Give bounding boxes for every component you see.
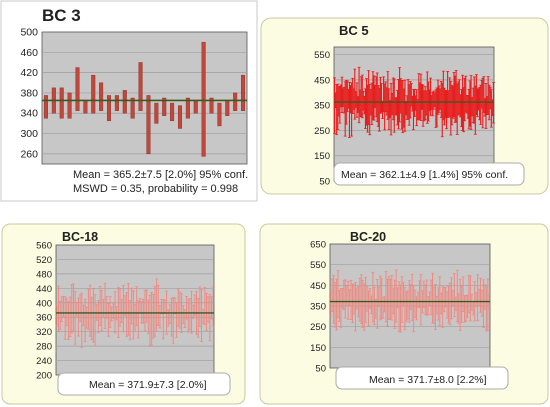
y-tick-label-bc20: 350	[310, 302, 326, 313]
error-bar-bc3	[225, 100, 230, 116]
y-tick-label-bc18: 560	[36, 241, 52, 252]
y-tick-label-bc3: 460	[20, 47, 38, 59]
error-bar-bc3	[43, 95, 48, 119]
error-bar-bc3	[154, 102, 159, 124]
y-tick-label-bc20: 450	[310, 281, 326, 292]
annotation-bc3-line-1: Mean = 365.2±7.5 [2.0%] 95% conf.	[73, 169, 248, 181]
error-bar-bc3	[217, 102, 222, 127]
y-tick-label-bc5: 150	[314, 151, 330, 162]
error-bar-bc3	[177, 105, 182, 129]
error-bar-bc3	[146, 95, 151, 155]
y-tick-label-bc3: 420	[20, 67, 38, 79]
panel-bc18: 560 520 480 440 400 360 320 280 240 200 BC-18 Mea…	[1, 223, 246, 405]
y-tick-label-bc18: 520	[36, 255, 52, 266]
y-tick-label-bc5: 50	[319, 177, 330, 188]
y-tick-label-bc18: 360	[36, 313, 52, 324]
bars-bc20	[329, 269, 491, 333]
annotation-bc3-line-2: MSWD = 0.35, probability = 0.998	[73, 183, 238, 195]
y-tick-label-bc20: 150	[310, 343, 326, 354]
y-tick-label-bc20: 650	[310, 240, 326, 251]
annotation-bc20-line-1: Mean = 371.7±8.0 [2.2%]	[369, 374, 487, 386]
error-bar-bc3	[107, 95, 112, 122]
error-bar-bc3	[99, 82, 104, 111]
panel-bc3: 500 460 420 380 340 300 260 BC 3 Mean = 365.2±…	[0, 0, 258, 202]
y-tick-label-bc18: 440	[36, 284, 52, 295]
y-tick-label-bc18: 320	[36, 327, 52, 338]
y-tick-label-bc5: 350	[314, 101, 330, 112]
panel-bc20: 650 550 450 350 250 150 50 BC-20 Mean = 371.7±…	[259, 223, 549, 405]
y-tick-label-bc5: 450	[314, 75, 330, 86]
y-tick-label-bc18: 480	[36, 269, 52, 280]
chart-title-bc20: BC-20	[350, 230, 386, 244]
chart-title-bc5: BC 5	[339, 23, 369, 38]
error-bar-bc3	[241, 74, 246, 111]
y-tick-label-bc5: 250	[314, 126, 330, 137]
error-bar-bc3	[67, 92, 72, 119]
error-bar-bc3	[91, 74, 96, 114]
annotation-box-bc5	[333, 162, 525, 186]
error-bar-bc3	[162, 97, 167, 116]
y-tick-label-bc18: 280	[36, 342, 52, 353]
y-tick-label-bc3: 340	[20, 108, 38, 120]
error-bar-bc3	[138, 62, 143, 111]
y-tick-label-bc3: 300	[20, 128, 38, 140]
error-bar-bc3	[201, 41, 206, 157]
chart-title-bc18: BC-18	[62, 230, 98, 244]
y-tick-label-bc3: 500	[20, 27, 38, 39]
y-tick-labels-bc18: 560 520 480 440 400 360 320 280 240 200	[36, 241, 52, 382]
error-bar-bc3	[114, 95, 119, 111]
y-tick-label-bc18: 200	[36, 371, 52, 382]
y-tick-labels-bc3: 500 460 420 380 340 300 260	[20, 27, 38, 161]
y-tick-label-bc20: 50	[315, 364, 326, 375]
error-bar-bc3	[130, 97, 135, 119]
y-tick-label-bc5: 550	[314, 50, 330, 61]
annotation-box-bc20	[335, 366, 509, 390]
error-bar-bc3	[83, 100, 88, 114]
y-tick-label-bc3: 260	[20, 148, 38, 160]
y-tick-label-bc18: 240	[36, 356, 52, 367]
y-tick-labels-bc5: 550 450 350 250 150 50	[314, 50, 330, 187]
error-bar-bc3	[75, 67, 80, 111]
error-bar-bc3	[185, 97, 190, 119]
error-bar-bc3	[209, 97, 214, 114]
y-tick-label-bc20: 550	[310, 260, 326, 271]
annotation-box-bc18	[57, 372, 231, 396]
error-bar-bc3	[59, 87, 64, 119]
plot-area-bc3	[41, 31, 248, 165]
error-bar-bc3	[170, 102, 175, 122]
y-tick-labels-bc20: 650 550 450 350 250 150 50	[310, 240, 326, 375]
error-bar-bc3	[193, 100, 198, 114]
y-tick-label-bc18: 400	[36, 298, 52, 309]
annotation-box-bc3	[68, 166, 254, 197]
y-tick-label-bc3: 380	[20, 87, 38, 99]
error-bar-bc3	[122, 90, 127, 114]
chart-title-bc3: BC 3	[42, 6, 81, 25]
annotation-bc18-line-1: Mean = 371.9±7.3 [2.0%]	[89, 379, 207, 391]
y-tick-label-bc20: 250	[310, 322, 326, 333]
error-bar-bc3	[233, 92, 238, 111]
annotation-bc5-line-1: Mean = 362.1±4.9 [1.4%] 95% conf.	[341, 169, 508, 181]
panel-bc5: 550 450 350 250 150 50 BC 5 Mean = 362.1±4.9 …	[260, 17, 549, 195]
